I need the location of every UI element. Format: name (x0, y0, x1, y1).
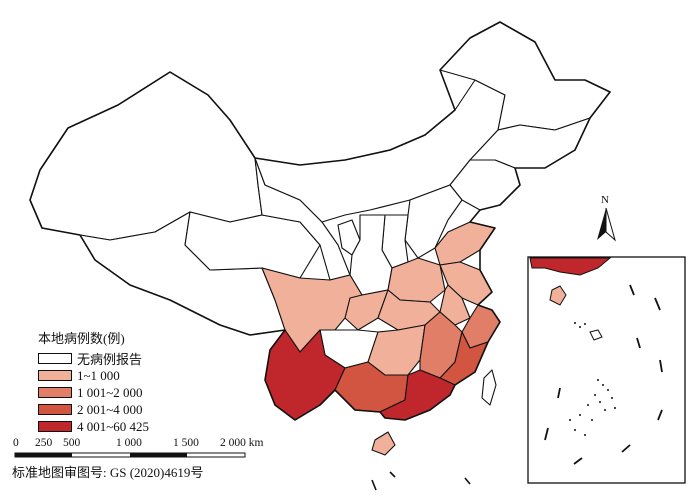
scale-bar-labels: 0 250 500 1 000 1 500 2 000 km (8, 437, 278, 451)
legend-item: 1 001~2 000 (38, 384, 149, 401)
legend-label: 1~1 000 (77, 367, 120, 383)
scale-bar (14, 452, 246, 458)
Hainan[interactable] (371, 431, 396, 456)
north-arrow-icon (597, 207, 616, 242)
scale-label: 1 500 (173, 437, 199, 449)
legend-swatch (38, 421, 72, 432)
Taiwan (481, 369, 497, 406)
legend-item: 4 001~60 425 (38, 418, 149, 435)
Xinjiang[interactable] (29, 71, 263, 241)
legend-label: 1 001~2 000 (77, 384, 143, 400)
south-china-sea-inset (527, 256, 686, 484)
legend-label: 4 001~60 425 (77, 418, 150, 434)
legend-swatch (38, 370, 72, 381)
boundary-dashes (371, 471, 471, 491)
legend: 本地病例数(例) 无病例报告 1~1 000 1 001~2 000 2 001… (38, 328, 149, 435)
legend-swatch (38, 387, 72, 398)
legend-swatch (38, 404, 72, 415)
legend-item: 2 001~4 000 (38, 401, 149, 418)
scale-label: 500 (63, 437, 81, 449)
scale-label: 0 (13, 437, 19, 449)
legend-label: 无病例报告 (77, 352, 143, 367)
scale-label: 2 000 km (220, 437, 264, 449)
legend-title: 本地病例数(例) (38, 331, 125, 346)
legend-swatch (38, 353, 72, 364)
north-label: N (601, 194, 609, 206)
legend-item: 1~1 000 (38, 367, 149, 384)
Sichuan[interactable] (261, 267, 363, 353)
map-approval-number: 标准地图审图号: GS (2020)4619号 (12, 465, 204, 480)
Qinghai[interactable] (184, 211, 321, 279)
legend-item: 无病例报告 (38, 350, 149, 367)
legend-label: 2 001~4 000 (77, 401, 143, 417)
scale-label: 250 (35, 437, 53, 449)
scale-label: 1 000 (116, 437, 142, 449)
